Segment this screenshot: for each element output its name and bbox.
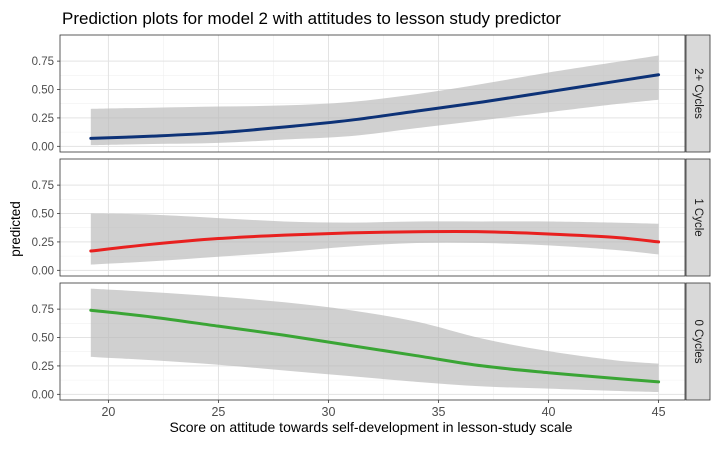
y-tick-label: 0.25 <box>32 361 54 373</box>
facet-strip <box>685 34 711 153</box>
y-tick-label: 0.25 <box>32 237 54 249</box>
panel-1-cycle: 0.00 0.25 0.50 0.75 1 Cycle <box>32 158 711 277</box>
y-axis-label: predicted <box>8 201 23 257</box>
panel-border <box>59 34 686 153</box>
series-line <box>89 229 661 253</box>
x-tick-label: 35 <box>432 405 446 419</box>
x-axis-label: Score on attitude towards self-developme… <box>169 419 572 435</box>
x-tick-label: 30 <box>322 405 336 419</box>
panel-2-cycles: 0.00 0.25 0.50 0.75 2+ Cycles <box>32 34 711 153</box>
y-tick-label: 0.50 <box>32 333 54 345</box>
x-tick-label: 20 <box>101 405 115 419</box>
y-tick-label: 0.75 <box>32 56 54 68</box>
facet-strip-label: 1 Cycle <box>692 198 704 236</box>
confidence-band <box>90 55 659 146</box>
series-line <box>89 73 661 140</box>
x-tick-label: 45 <box>652 405 666 419</box>
panel-border <box>59 282 686 401</box>
facet-strip-label: 2+ Cycles <box>692 68 704 119</box>
x-tick-label: 25 <box>211 405 225 419</box>
y-tick-label: 0.75 <box>32 304 54 316</box>
panel-border <box>59 158 686 277</box>
y-tick-label: 0.00 <box>32 141 54 153</box>
y-tick-label: 0.75 <box>32 180 54 192</box>
facet-strip <box>685 158 711 277</box>
facet-strip-label: 0 Cycles <box>692 319 704 363</box>
confidence-band <box>90 213 659 265</box>
y-tick-label: 0.00 <box>32 389 54 401</box>
confidence-band <box>90 288 659 393</box>
facet-strip <box>685 282 711 401</box>
series-line <box>89 308 661 384</box>
y-tick-label: 0.50 <box>32 85 54 97</box>
y-tick-label: 0.25 <box>32 113 54 125</box>
y-tick-label: 0.00 <box>32 265 54 277</box>
chart-title: Prediction plots for model 2 with attitu… <box>62 9 561 28</box>
panel-0-cycles: 0.00 0.25 0.50 0.75 0 Cycles <box>32 282 711 401</box>
y-tick-label: 0.50 <box>32 209 54 221</box>
x-tick-label: 40 <box>542 405 556 419</box>
